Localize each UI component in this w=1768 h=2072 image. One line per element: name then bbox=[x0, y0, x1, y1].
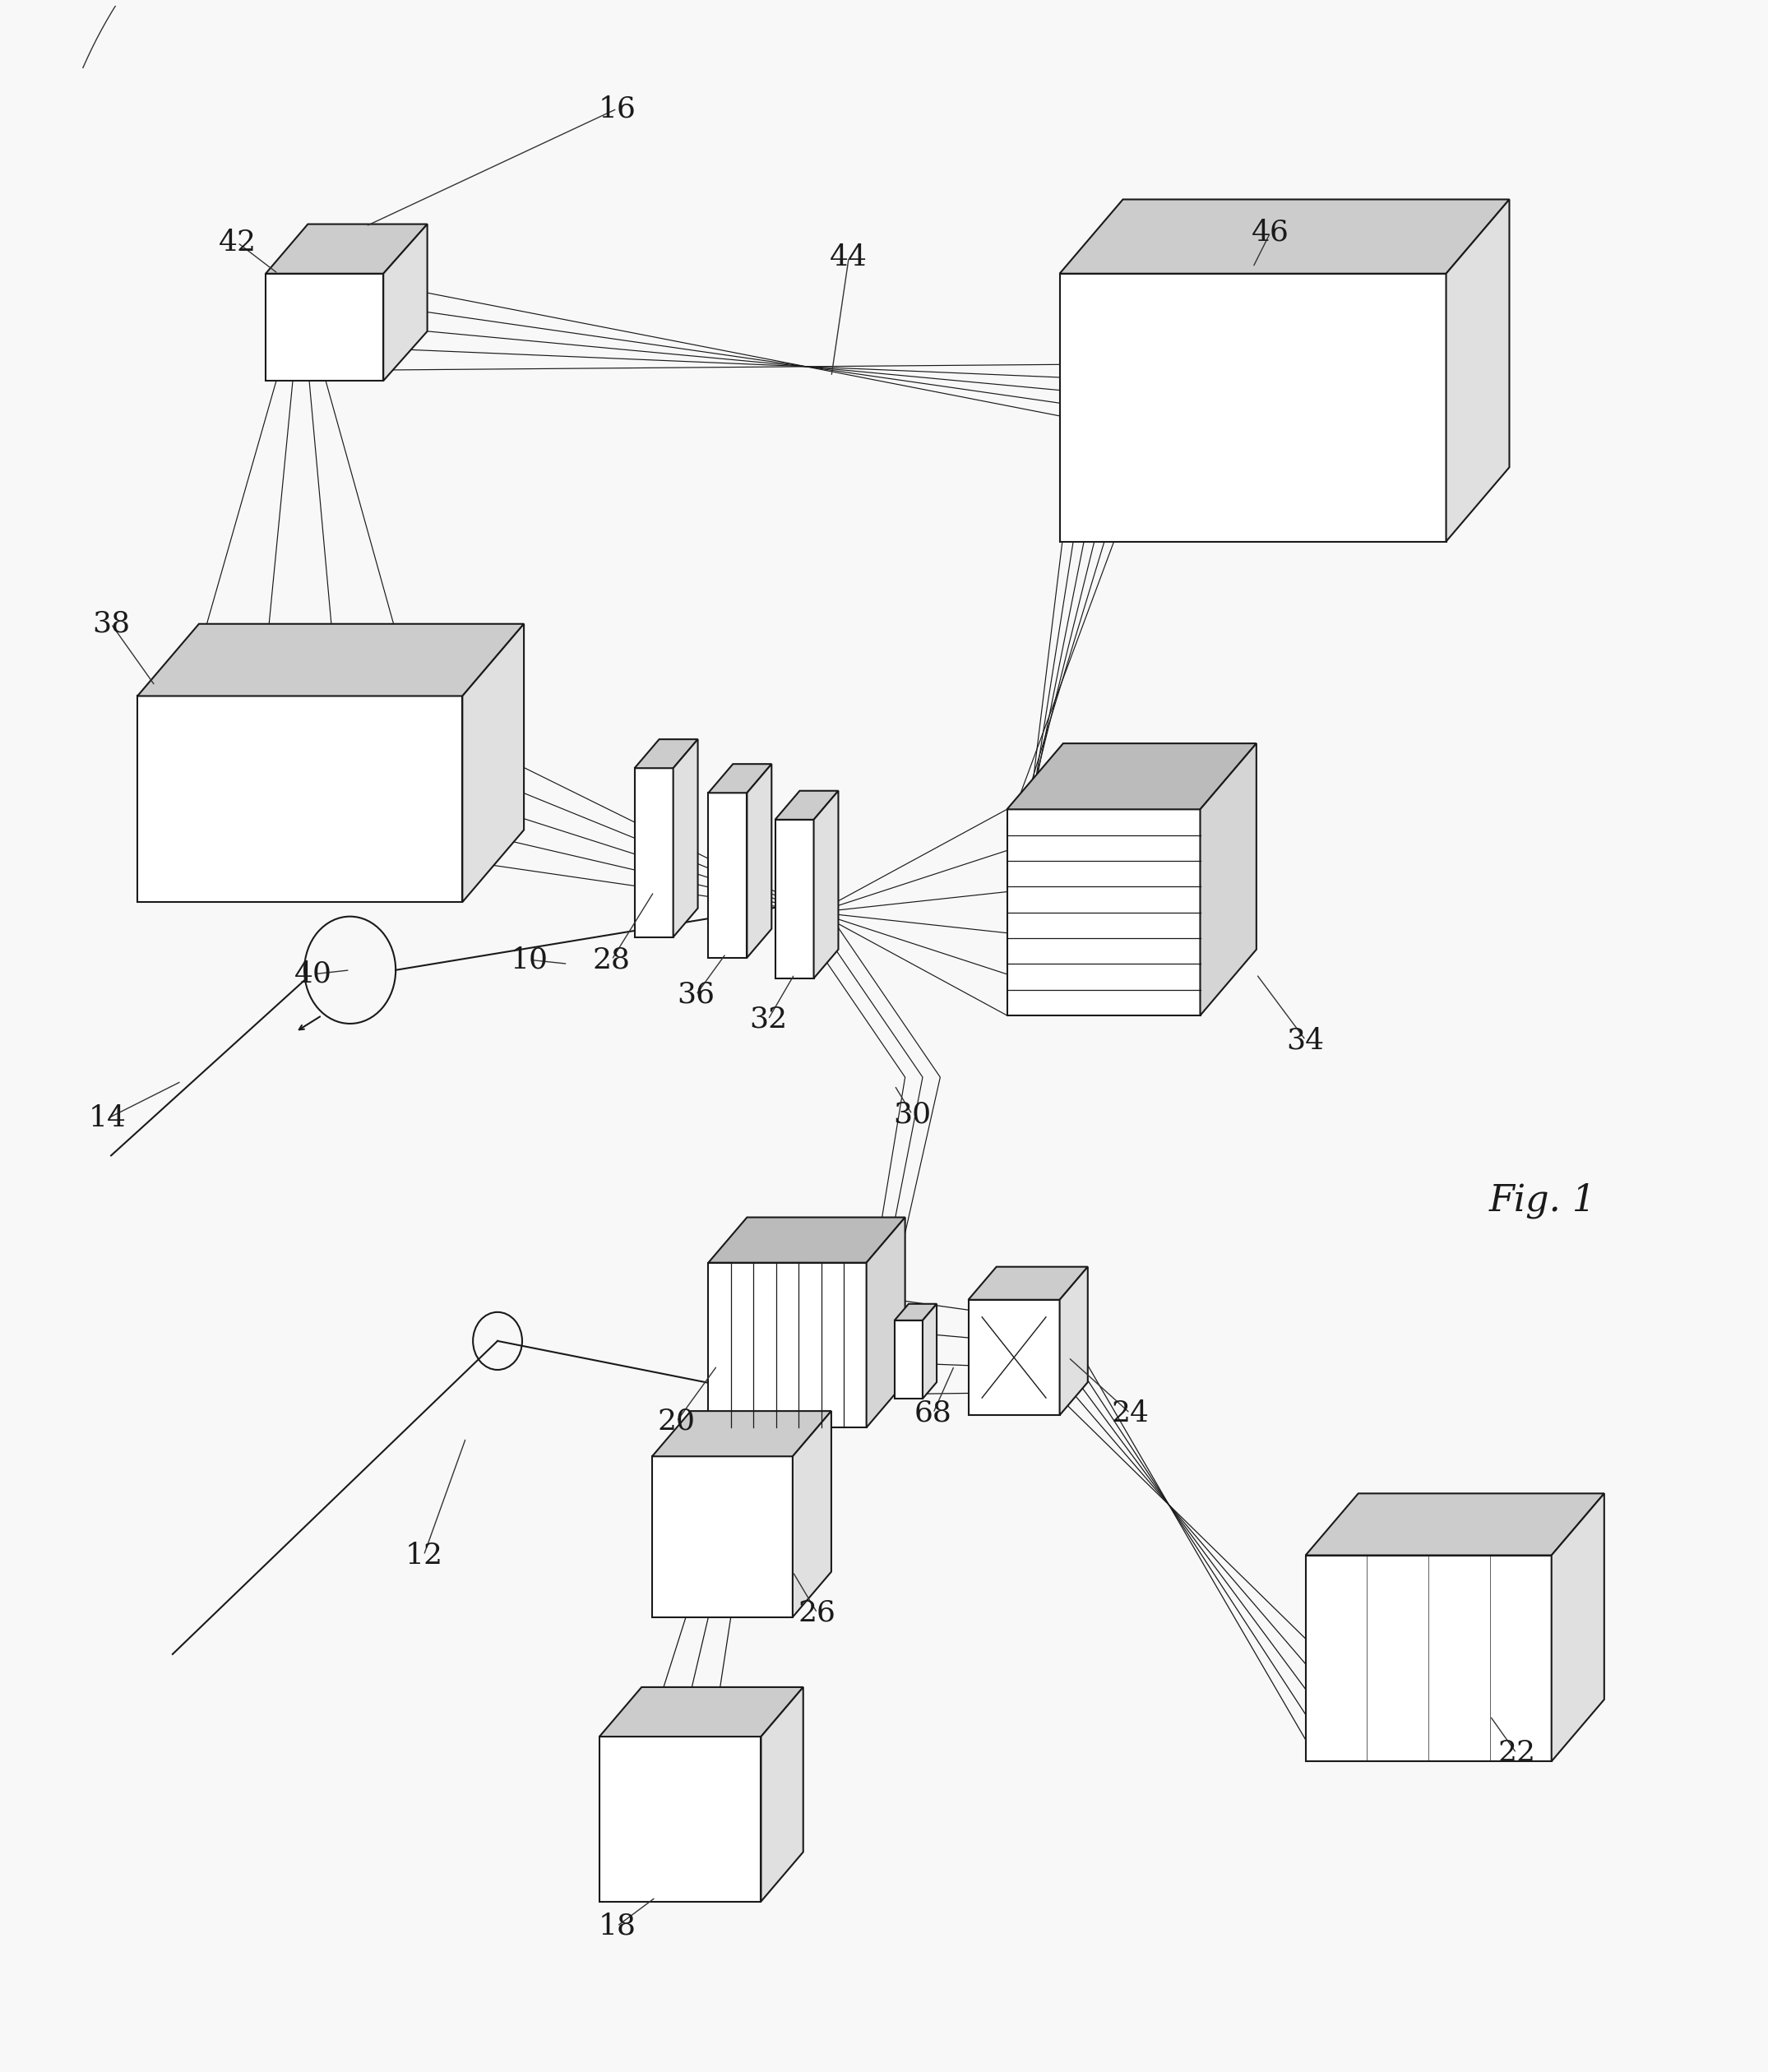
Polygon shape bbox=[138, 696, 463, 901]
Polygon shape bbox=[635, 769, 674, 937]
Polygon shape bbox=[1552, 1494, 1604, 1761]
Polygon shape bbox=[813, 792, 838, 978]
Polygon shape bbox=[709, 1218, 905, 1262]
Text: 38: 38 bbox=[92, 609, 131, 638]
Polygon shape bbox=[792, 1411, 831, 1616]
Text: 68: 68 bbox=[914, 1399, 951, 1428]
Polygon shape bbox=[1008, 810, 1200, 1015]
Polygon shape bbox=[709, 1262, 866, 1428]
Polygon shape bbox=[599, 1687, 803, 1736]
Text: 10: 10 bbox=[511, 945, 548, 974]
Polygon shape bbox=[652, 1457, 792, 1616]
Text: Fig. 1: Fig. 1 bbox=[1489, 1183, 1597, 1218]
Text: 44: 44 bbox=[829, 242, 868, 271]
Text: 16: 16 bbox=[598, 95, 636, 122]
Polygon shape bbox=[1008, 744, 1257, 810]
Polygon shape bbox=[1059, 274, 1446, 541]
Polygon shape bbox=[1305, 1556, 1552, 1761]
Polygon shape bbox=[709, 794, 748, 957]
Polygon shape bbox=[760, 1687, 803, 1902]
Polygon shape bbox=[923, 1303, 937, 1399]
Text: 14: 14 bbox=[88, 1104, 127, 1133]
Text: 32: 32 bbox=[750, 1005, 787, 1034]
Text: 34: 34 bbox=[1287, 1026, 1324, 1055]
Polygon shape bbox=[895, 1303, 937, 1320]
Polygon shape bbox=[1446, 199, 1510, 541]
Polygon shape bbox=[463, 624, 523, 901]
Text: 36: 36 bbox=[677, 980, 714, 1009]
Text: 24: 24 bbox=[1110, 1399, 1149, 1428]
Text: 40: 40 bbox=[293, 959, 332, 988]
Polygon shape bbox=[866, 1218, 905, 1428]
Polygon shape bbox=[265, 224, 428, 274]
Polygon shape bbox=[969, 1299, 1059, 1415]
Polygon shape bbox=[1305, 1494, 1604, 1556]
Polygon shape bbox=[138, 624, 523, 696]
Text: 46: 46 bbox=[1252, 218, 1289, 247]
Text: 12: 12 bbox=[405, 1542, 442, 1569]
Text: 30: 30 bbox=[893, 1100, 932, 1129]
Polygon shape bbox=[635, 740, 698, 769]
Text: 18: 18 bbox=[598, 1912, 636, 1939]
Polygon shape bbox=[599, 1736, 760, 1902]
Polygon shape bbox=[895, 1320, 923, 1399]
Polygon shape bbox=[774, 792, 838, 821]
Text: 28: 28 bbox=[592, 945, 631, 974]
Polygon shape bbox=[1200, 744, 1257, 1015]
Polygon shape bbox=[1059, 199, 1510, 274]
Text: 42: 42 bbox=[219, 228, 256, 257]
Text: 22: 22 bbox=[1497, 1738, 1535, 1767]
Polygon shape bbox=[652, 1411, 831, 1457]
Polygon shape bbox=[969, 1266, 1087, 1299]
Text: 26: 26 bbox=[799, 1600, 836, 1627]
Polygon shape bbox=[709, 765, 771, 794]
Polygon shape bbox=[384, 224, 428, 381]
Polygon shape bbox=[265, 274, 384, 381]
Polygon shape bbox=[748, 765, 771, 957]
Polygon shape bbox=[1059, 1266, 1087, 1415]
Polygon shape bbox=[774, 821, 813, 978]
Polygon shape bbox=[674, 740, 698, 937]
Text: 20: 20 bbox=[658, 1407, 695, 1436]
